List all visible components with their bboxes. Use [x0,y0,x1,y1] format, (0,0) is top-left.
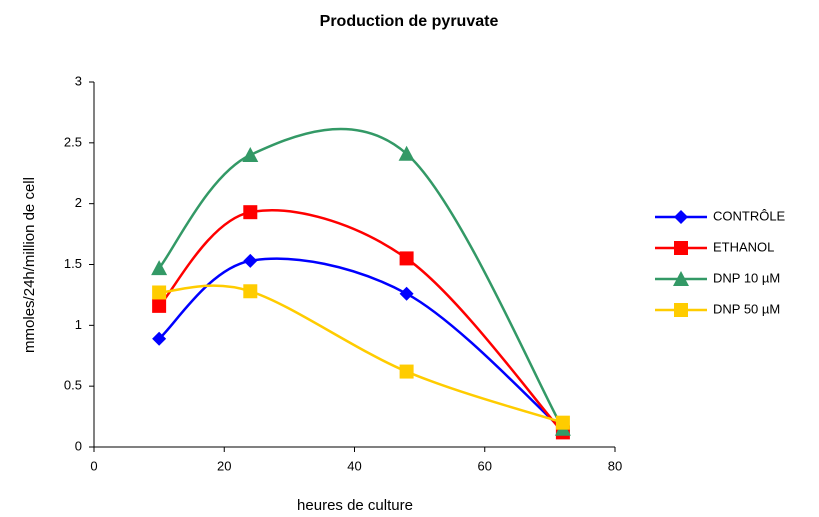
x-tick-label: 40 [347,458,361,473]
series-line [158,209,564,434]
data-point [399,251,414,266]
y-tick-label: 0 [75,438,82,453]
data-point [152,285,167,300]
data-point [399,364,414,379]
data-point [243,284,258,299]
legend-marker [674,303,688,317]
data-point [398,145,415,161]
y-tick-label: 1.5 [64,256,82,271]
legend-marker [674,241,688,255]
legend-marker [673,271,689,286]
series-line [159,284,564,424]
data-point [243,253,258,268]
y-tick-label: 0.5 [64,378,82,393]
data-point [152,298,167,313]
legend-label: CONTRÔLE [713,208,786,223]
legend-label: DNP 10 µM [713,270,780,285]
y-tick-label: 1 [75,317,82,332]
x-tick-label: 60 [478,458,492,473]
y-tick-label: 2.5 [64,134,82,149]
series-line [158,127,564,430]
y-axis-label: mmoles/24h/million de cell [21,177,38,353]
x-tick-label: 80 [608,458,622,473]
y-tick-label: 3 [75,73,82,88]
series-line [158,257,564,431]
data-point [242,147,259,162]
data-point [152,331,167,346]
legend-label: DNP 50 µM [713,301,780,316]
data-point [243,205,258,220]
legend-label: ETHANOL [713,239,774,254]
y-tick-label: 2 [75,195,82,210]
x-axis-label: heures de culture [297,497,413,514]
chart-title: Production de pyruvate [320,13,499,30]
legend-marker [674,210,688,224]
x-tick-label: 0 [90,458,97,473]
data-point [555,415,570,430]
x-tick-label: 20 [217,458,231,473]
data-point [151,260,168,276]
data-point [399,286,414,301]
